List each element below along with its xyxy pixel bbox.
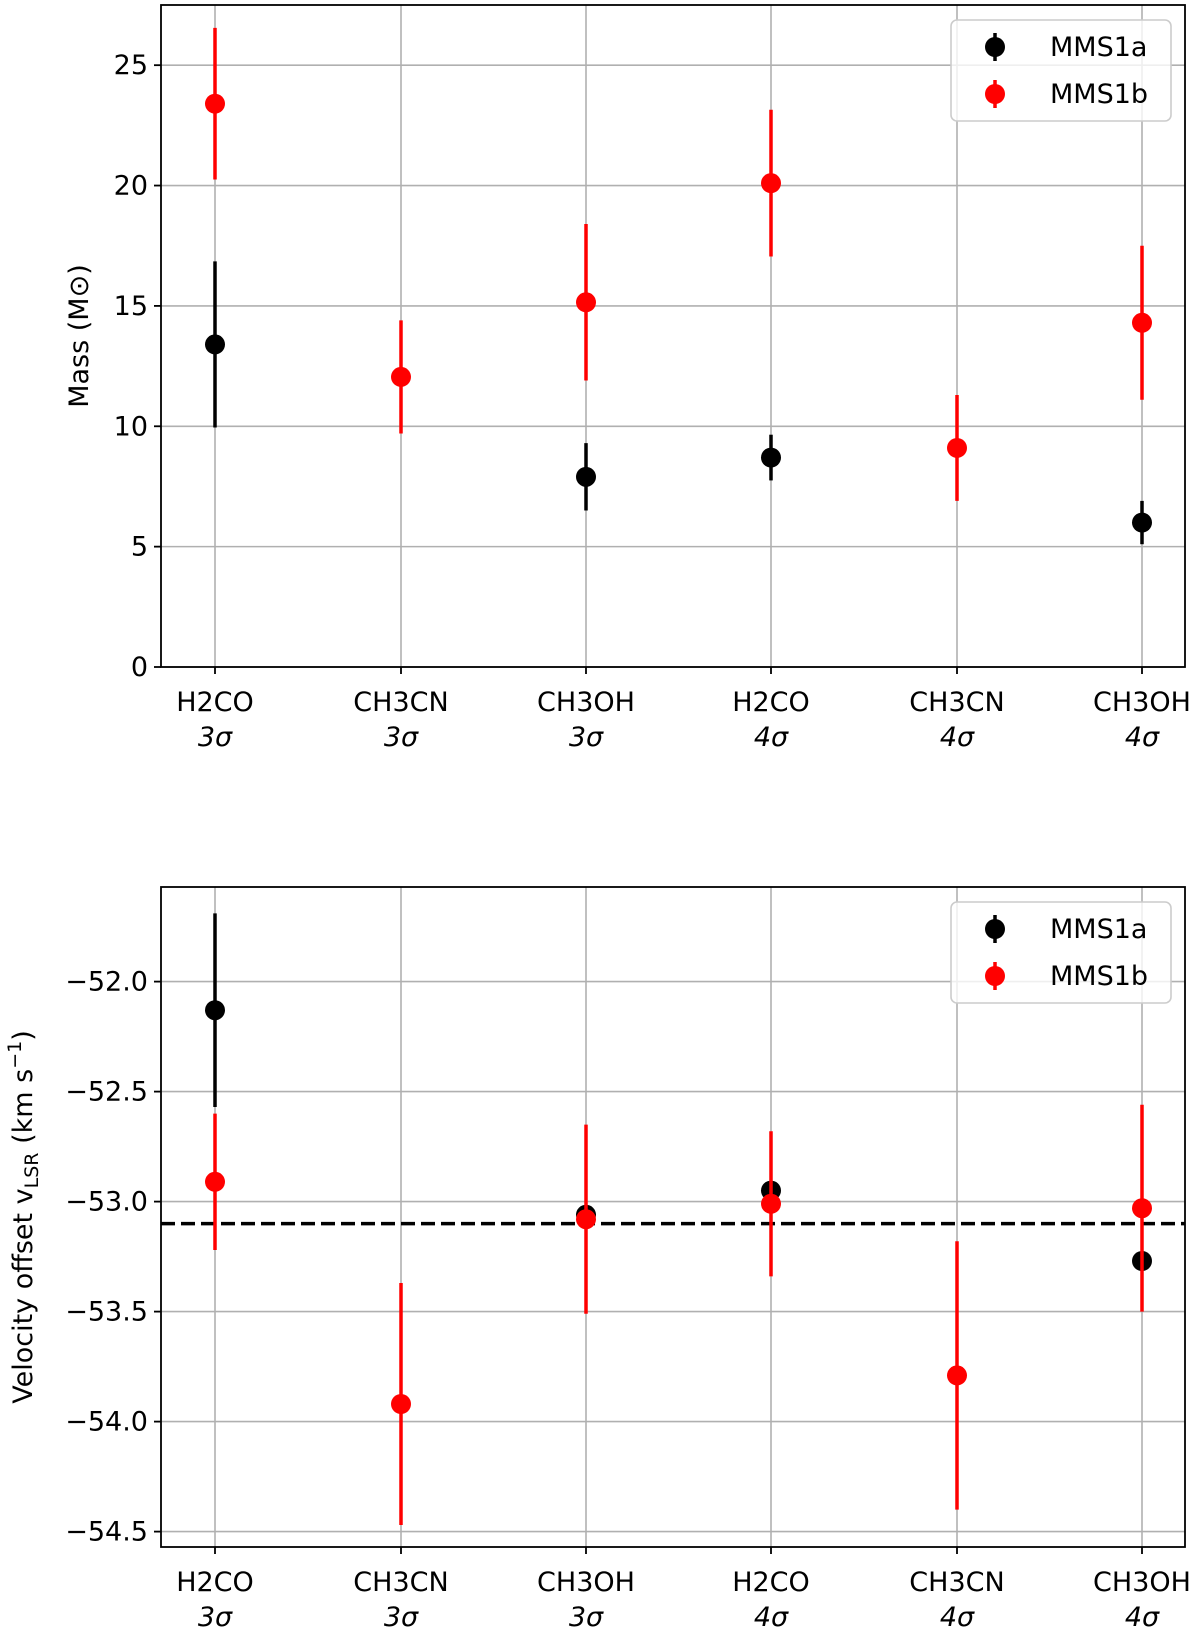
y-tick-label: −53.0	[65, 1187, 148, 1218]
legend-marker-mms1a	[985, 919, 1005, 939]
data-point-mms1a	[205, 334, 225, 355]
legend: MMS1a MMS1b	[950, 19, 1172, 122]
x-tick-label: CH3CN	[909, 687, 1004, 718]
data-point-mms1b	[761, 1193, 781, 1214]
legend-label-mms1b: MMS1b	[1050, 79, 1148, 110]
x-tick-label: H2CO	[732, 1567, 810, 1598]
x-tick-sublabel: 3σ	[569, 1602, 604, 1633]
x-tick-sublabel: 3σ	[569, 722, 604, 753]
data-point-mms1b	[576, 292, 596, 313]
x-tick-sublabel: 4σ	[1125, 1602, 1160, 1633]
data-point-mms1b	[576, 1209, 596, 1230]
data-point-mms1a	[576, 466, 596, 487]
y-tick-label: 5	[131, 532, 148, 563]
axes-frame	[160, 4, 1186, 668]
x-tick-sublabel: 4σ	[1125, 722, 1160, 753]
y-tick-label: −54.0	[65, 1407, 148, 1438]
data-point-mms1a	[761, 447, 781, 468]
y-axis-label: Mass (M⊙)	[64, 264, 95, 408]
x-tick-sublabel: 4σ	[940, 1602, 975, 1633]
data-point-mms1b	[391, 366, 411, 387]
data-point-mms1b	[947, 1365, 967, 1386]
data-point-mms1b	[205, 93, 225, 114]
legend-label-mms1b: MMS1b	[1050, 961, 1148, 992]
axes-frame	[160, 886, 1186, 1548]
x-tick-sublabel: 3σ	[384, 1602, 419, 1633]
y-tick-label: 20	[114, 171, 148, 202]
x-tick-sublabel: 3σ	[198, 722, 233, 753]
x-tick-sublabel: 4σ	[940, 722, 975, 753]
legend-marker-mms1b	[985, 966, 1005, 986]
x-tick-label: CH3OH	[537, 687, 635, 718]
legend-marker-mms1b	[985, 84, 1005, 104]
chart-panel-top: 0 5 10 15 20 25 H2CO 3σ CH3CN 3σ CH3OH 3σ H2CO 4σ CH3C…	[64, 4, 1191, 753]
x-tick-label: CH3OH	[1093, 1567, 1191, 1598]
legend-label-mms1a: MMS1a	[1050, 914, 1147, 945]
y-tick-label: −52.5	[65, 1077, 148, 1108]
legend-marker-mms1a	[985, 37, 1005, 57]
y-tick-label: −53.5	[65, 1297, 148, 1328]
x-tick-sublabel: 3σ	[384, 722, 419, 753]
x-tick-label: H2CO	[176, 1567, 254, 1598]
y-tick-label: −54.5	[65, 1517, 148, 1548]
legend-box	[950, 901, 1172, 1004]
y-tick-label: 25	[114, 50, 148, 81]
x-tick-sublabel: 4σ	[754, 722, 789, 753]
x-tick-sublabel: 4σ	[754, 1602, 789, 1633]
legend-label-mms1a: MMS1a	[1050, 32, 1147, 63]
y-tick-label: −52.0	[65, 967, 148, 998]
data-point-mms1b	[1132, 1198, 1152, 1219]
data-point-mms1b	[1132, 312, 1152, 333]
y-axis-label: Velocity offset vLSR (km s−1)	[4, 1030, 43, 1404]
x-tick-label: CH3CN	[353, 1567, 448, 1598]
data-point-mms1b	[761, 173, 781, 194]
y-tick-label: 0	[131, 652, 148, 683]
data-point-mms1b	[947, 437, 967, 458]
x-tick-label: H2CO	[732, 687, 810, 718]
y-tick-label: 10	[114, 411, 148, 442]
legend: MMS1a MMS1b	[950, 901, 1172, 1004]
y-tick-label: 15	[114, 291, 148, 322]
x-tick-sublabel: 3σ	[198, 1602, 233, 1633]
data-point-mms1a	[205, 1000, 225, 1021]
chart-panel-bottom: −52.0 −52.5 −53.0 −53.5 −54.0 −54.5 H2CO 3σ CH3C…	[4, 886, 1191, 1633]
data-point-mms1b	[205, 1171, 225, 1192]
x-tick-label: CH3CN	[353, 687, 448, 718]
x-tick-label: CH3OH	[537, 1567, 635, 1598]
data-point-mms1a	[1132, 512, 1152, 533]
x-tick-label: CH3CN	[909, 1567, 1004, 1598]
data-point-mms1b	[391, 1394, 411, 1414]
x-tick-label: CH3OH	[1093, 687, 1191, 718]
x-tick-label: H2CO	[176, 687, 254, 718]
legend-box	[950, 19, 1172, 122]
